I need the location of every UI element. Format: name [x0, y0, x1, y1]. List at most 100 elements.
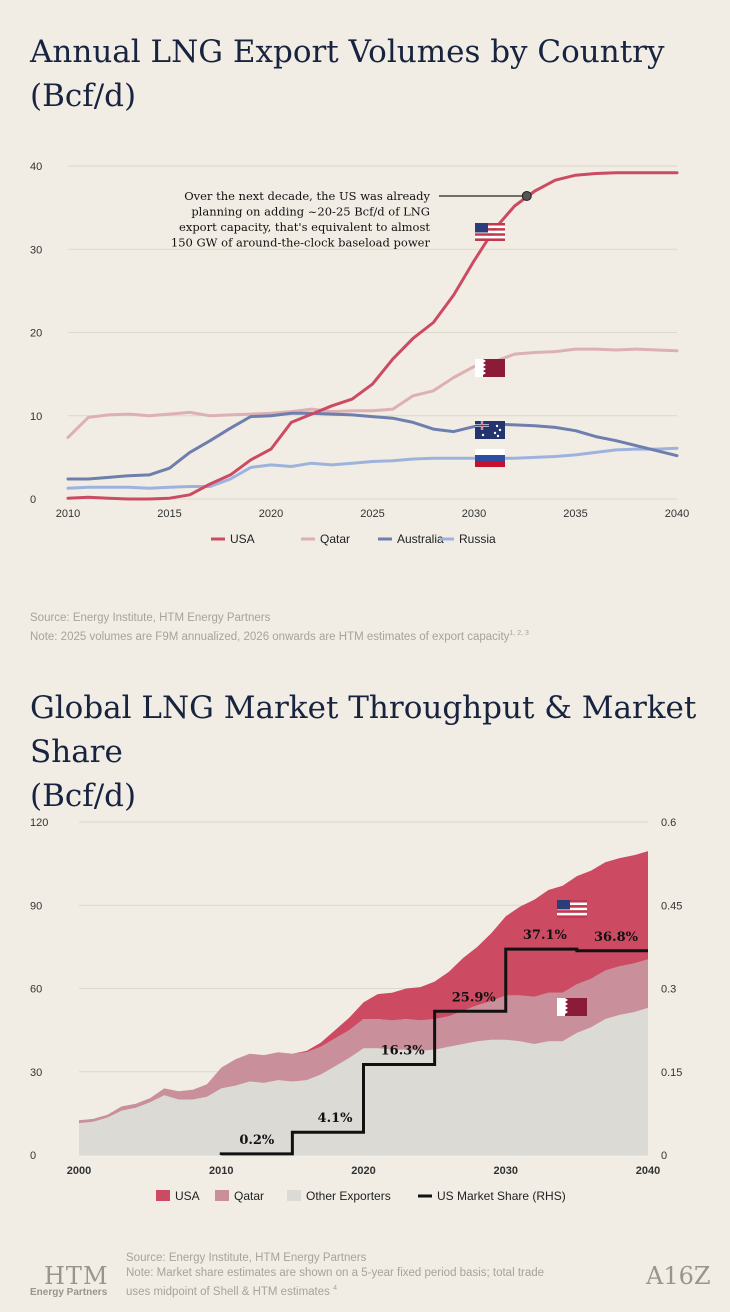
australia-flag-star: [493, 431, 497, 435]
chart1-xtick-label: 2015: [157, 508, 181, 520]
chart1-title-line2: (Bcf/d): [30, 78, 137, 114]
chart2-y2tick-label: 0.15: [661, 1067, 682, 1079]
chart2-market-share-line: [219, 947, 648, 1156]
chart2-legend-swatch: [156, 1190, 170, 1201]
qatar-flag-hoist: [557, 998, 568, 1016]
chart2-source-text: Source: Energy Institute, HTM Energy Par…: [126, 1252, 367, 1264]
chart2-legend-label: USA: [175, 1189, 200, 1203]
chart1-annotation-line: export capacity, that's equivalent to al…: [179, 220, 430, 234]
chart1-source: Source: Energy Institute, HTM Energy Par…: [30, 611, 529, 645]
russia-flag-stripe: [475, 449, 505, 455]
chart2-source: Source: Energy Institute, HTM Energy Par…: [126, 1251, 544, 1300]
htm-logo-subtitle: Energy Partners: [30, 1287, 108, 1298]
chart1-xtick-label: 2040: [665, 508, 689, 520]
us-flag-stripe: [475, 235, 505, 239]
chart2-market-share-label: 16.3%: [381, 1044, 426, 1059]
chart2-y2tick-label: 0.6: [661, 817, 676, 829]
australia-flag-star: [495, 424, 499, 428]
us-flag-stripe: [557, 910, 587, 913]
us-flag-canton: [557, 900, 570, 910]
russia-flag-icon: [475, 449, 505, 467]
us-flag-stripe: [557, 912, 587, 916]
chart1-legend-label: Russia: [459, 532, 496, 546]
chart2-xtick-label: 2030: [494, 1165, 518, 1177]
us-flag-stripe: [475, 230, 505, 234]
us-flag-stripe: [475, 223, 505, 226]
chart1-xtick-label: 2025: [360, 508, 384, 520]
chart1-title-line1: Annual LNG Export Volumes by Country: [30, 34, 665, 70]
chart2-legend-label: US Market Share (RHS): [437, 1189, 566, 1203]
australia-flag-star: [498, 428, 502, 432]
chart1-legend-label: USA: [230, 532, 255, 546]
chart2-market-share-label: 36.8%: [594, 930, 639, 945]
chart1-xtick-label: 2035: [563, 508, 587, 520]
chart1-ytick-label: 0: [30, 494, 36, 506]
qatar-flag-hoist: [475, 359, 486, 377]
us-flag-stripe: [475, 225, 505, 229]
us-flag-icon: [557, 900, 587, 918]
htm-logo: HTM Energy Partners: [30, 1262, 120, 1302]
chart2-ytick-label: 120: [30, 817, 48, 829]
chart2-legend-swatch: [287, 1190, 301, 1201]
chart2-legend-label: Qatar: [234, 1189, 264, 1203]
chart1-xtick-label: 2020: [259, 508, 283, 520]
australia-flag-star: [481, 433, 485, 437]
us-flag-stripe: [475, 238, 505, 241]
qatar-flag-icon: [475, 359, 505, 377]
chart2-legend-swatch: [215, 1190, 229, 1201]
us-flag-icon: [475, 223, 505, 241]
chart1-ytick-label: 30: [30, 244, 42, 256]
chart2-market-share-label: 0.2%: [239, 1133, 275, 1148]
us-flag-canton: [475, 223, 488, 233]
chart2-ytick-label: 0: [30, 1150, 36, 1162]
htm-logo-mark: HTM: [44, 1262, 109, 1290]
chart1-ytick-label: 20: [30, 328, 42, 340]
chart2-xtick-label: 2010: [209, 1165, 233, 1177]
chart1-note-text: Note: 2025 volumes are F9M annualized, 2…: [30, 630, 510, 643]
us-flag-stripe: [557, 902, 587, 906]
chart2-note-line1: Note: Market share estimates are shown o…: [126, 1267, 545, 1279]
chart2-xtick-label: 2040: [636, 1165, 660, 1177]
chart1-annotation-line: 150 GW of around-the-clock baseload powe…: [171, 236, 431, 250]
us-flag-stripe: [557, 915, 587, 918]
chart1-legend-label: Qatar: [320, 532, 350, 546]
chart1-ytick-label: 10: [30, 411, 42, 423]
chart1-legend-label: Australia: [397, 532, 444, 546]
chart1-ytick-label: 40: [30, 161, 42, 173]
chart1-series-line-russia: [66, 446, 679, 490]
chart1-title: Annual LNG Export Volumes by Country (Bc…: [30, 30, 665, 118]
us-flag-stripe: [557, 900, 587, 903]
chart2-area-usa: [79, 851, 648, 1121]
chart1-source-text: Source: Energy Institute, HTM Energy Par…: [30, 612, 271, 624]
chart1-series-line-usa: [66, 171, 679, 501]
chart1-series-line-australia: [66, 411, 679, 481]
chart2-ytick-label: 30: [30, 1067, 42, 1079]
chart2-xtick-label: 2020: [351, 1165, 375, 1177]
chart2-y2tick-label: 0.45: [661, 900, 682, 912]
russia-flag-stripe: [475, 461, 505, 467]
chart2-flags: [557, 900, 587, 1016]
us-flag-stripe: [475, 228, 505, 231]
chart2-title-line1: Global LNG Market Throughput & Market Sh…: [30, 690, 697, 770]
us-flag-stripe: [557, 907, 587, 911]
chart1-annotation-line: Over the next decade, the US was already: [184, 189, 430, 203]
a16z-logo: A16Z: [646, 1262, 711, 1290]
chart2-ytick-label: 90: [30, 900, 42, 912]
chart2-y2tick-label: 0: [661, 1150, 667, 1162]
chart1-annotation-line: planning on adding ~20-25 Bcf/d of LNG: [191, 205, 430, 219]
chart2-xtick-label: 2000: [67, 1165, 91, 1177]
qatar-flag-icon: [557, 998, 587, 1016]
chart1-series-line-qatar: [66, 347, 679, 439]
russia-flag-stripe: [475, 455, 505, 461]
chart1-annotation-marker: [521, 190, 532, 201]
chart2-svg: 0 30 60 90 120 0 0.15 0.3 0.45 0.6 2000 2010 2020 203…: [30, 817, 682, 1203]
chart2-market-share-label: 25.9%: [452, 990, 497, 1005]
us-flag-stripe: [475, 233, 505, 236]
chart1-xtick-label: 2010: [56, 508, 80, 520]
chart2-y2tick-label: 0.3: [661, 984, 676, 996]
chart1-xtick-label: 2030: [462, 508, 486, 520]
us-flag-stripe: [557, 905, 587, 908]
chart2-note-line2: uses midpoint of Shell & HTM estimates: [126, 1285, 330, 1298]
australia-flag-star: [496, 434, 500, 438]
